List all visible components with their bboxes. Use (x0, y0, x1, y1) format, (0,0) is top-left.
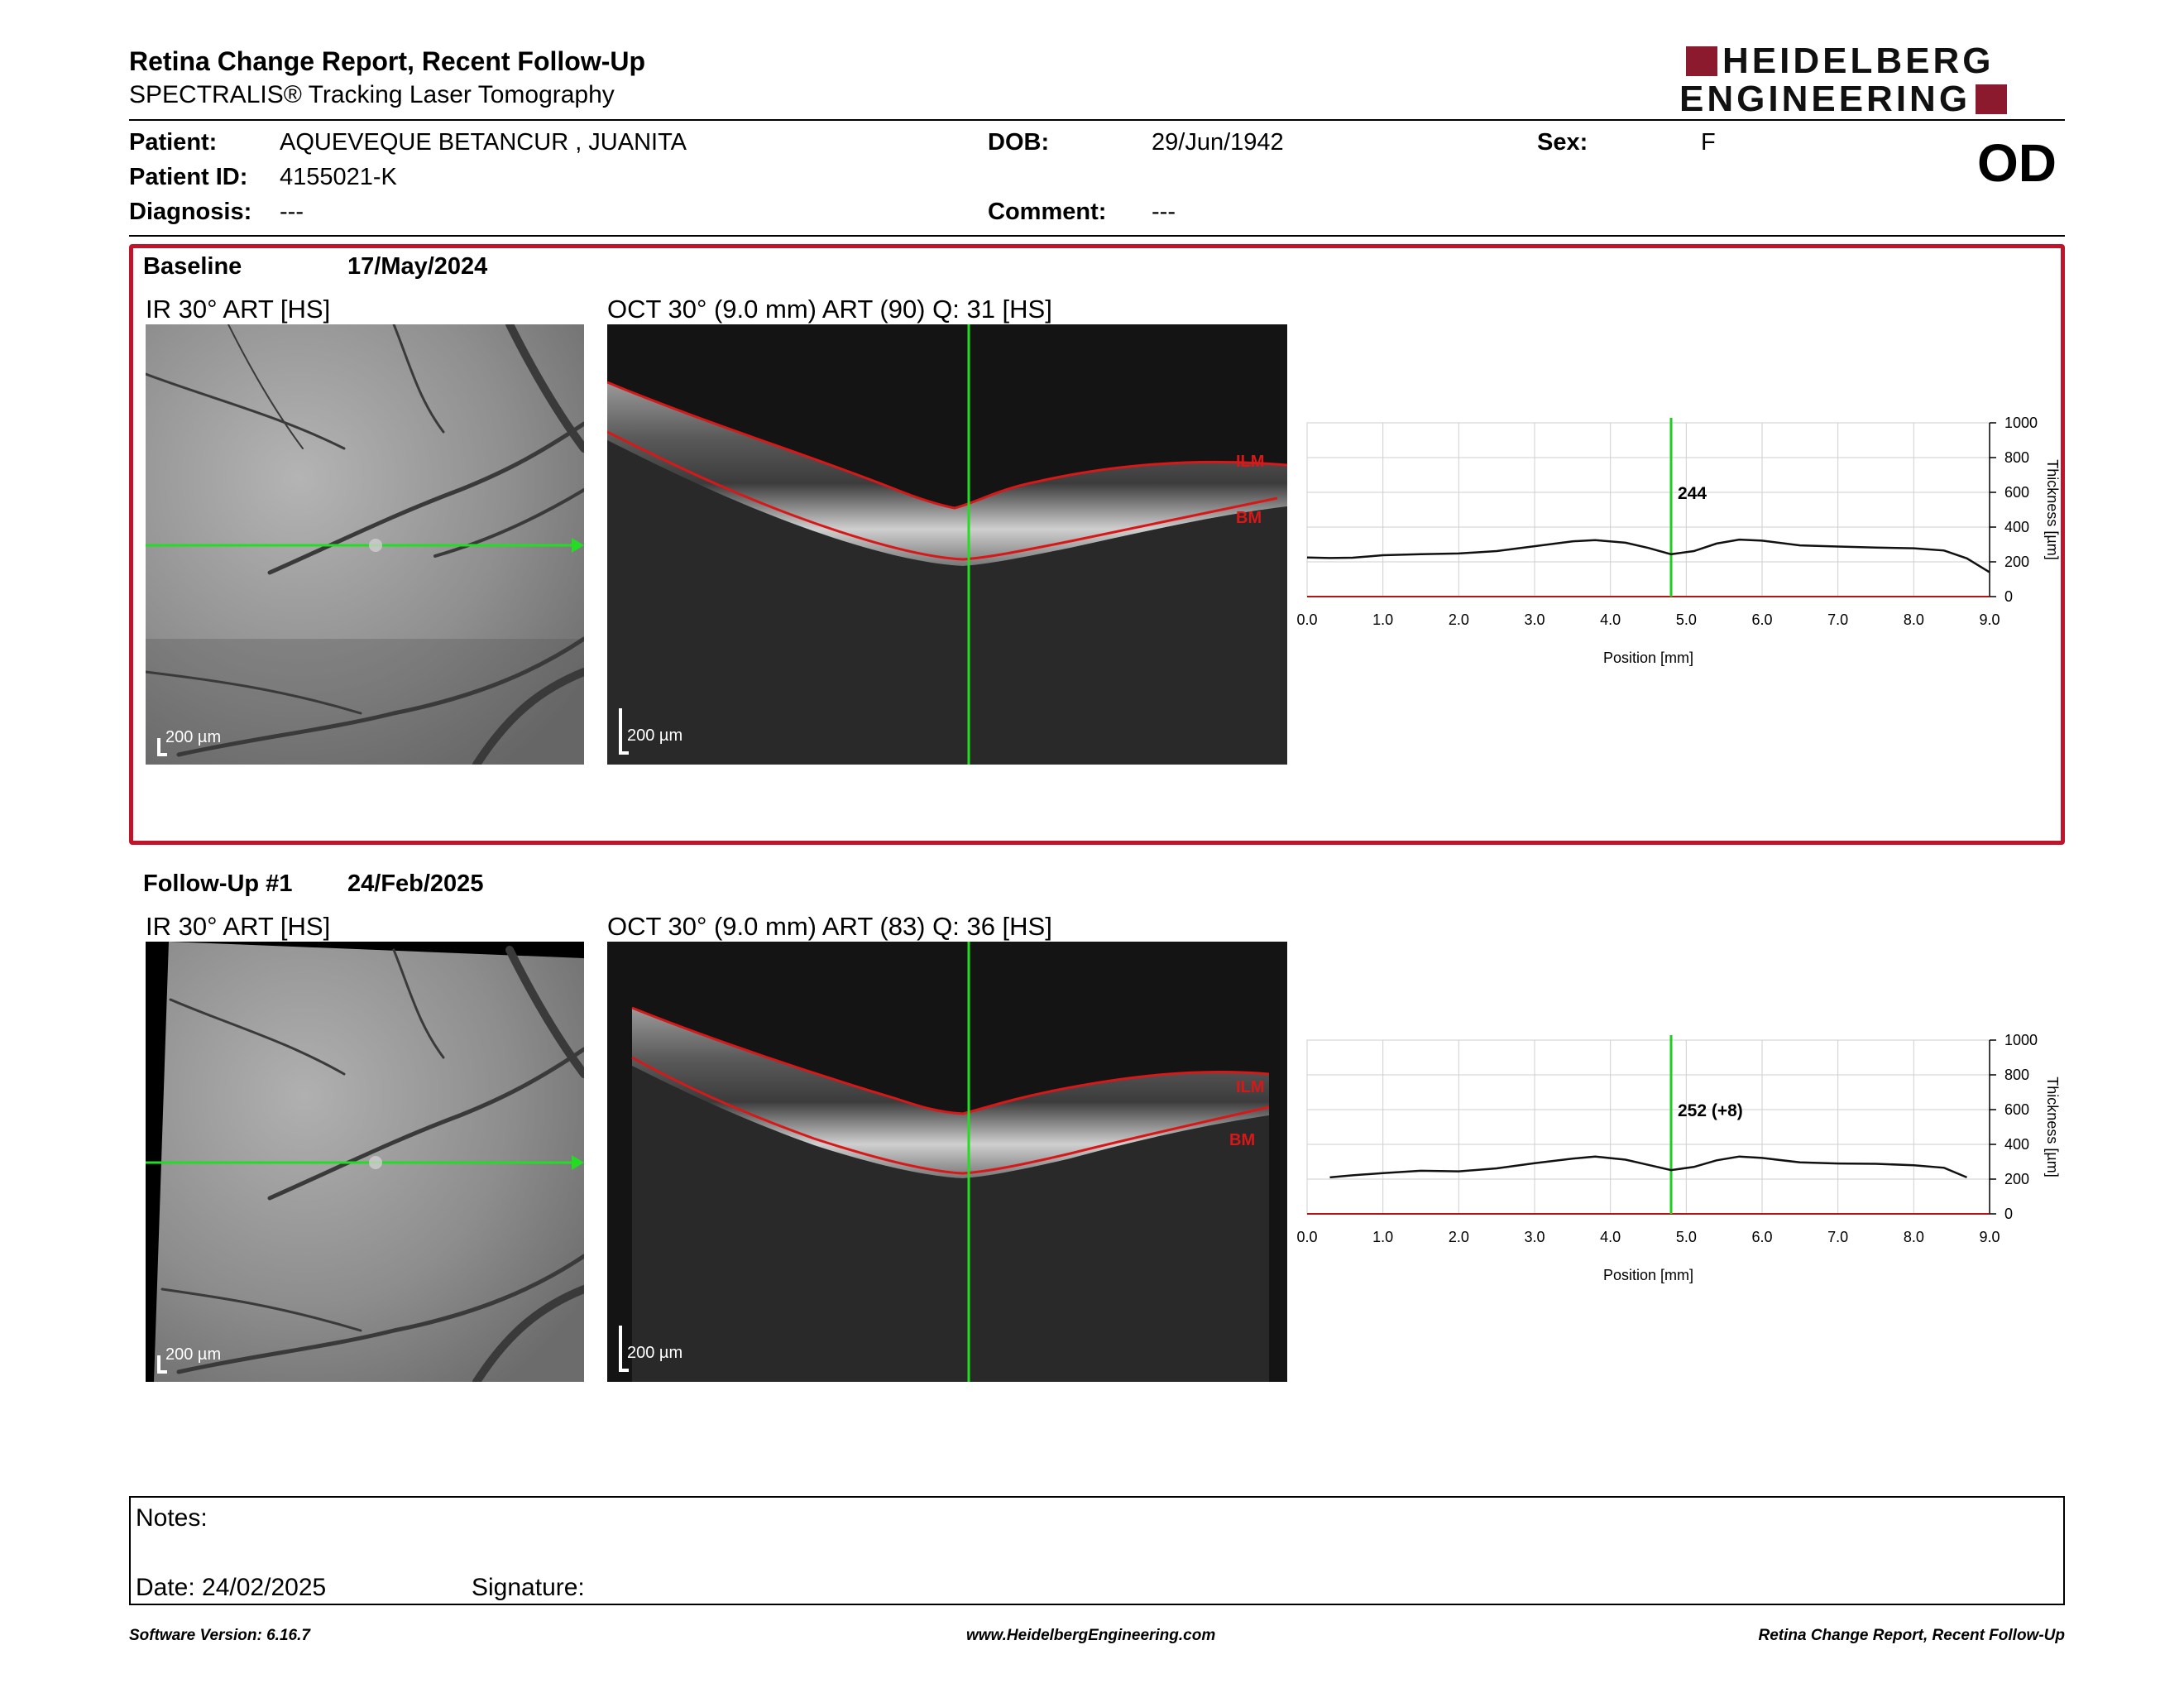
y-tick-label: 800 (2004, 449, 2029, 466)
followup-label: Follow-Up #1 (143, 870, 293, 897)
logo-line1: HEIDELBERG (1722, 41, 1995, 81)
y-tick-label: 1000 (2004, 1032, 2038, 1048)
followup-date: 24/Feb/2025 (347, 870, 484, 897)
footer-software-version: Software Version: 6.16.7 (129, 1627, 310, 1644)
bm-label: BM (1229, 1131, 1255, 1149)
patient-label: Patient: (129, 129, 218, 156)
ilm-label: ILM (1236, 1078, 1264, 1096)
signature-label: Signature: (472, 1574, 585, 1601)
x-tick-label: 3.0 (1524, 611, 1545, 628)
x-tick-label: 8.0 (1904, 1229, 1924, 1245)
scale-bar (619, 708, 629, 755)
footer-report-name: Retina Change Report, Recent Follow-Up (1758, 1627, 2065, 1644)
plot-area (1306, 1039, 1990, 1215)
x-tick-label: 0.0 (1296, 1229, 1317, 1245)
ilm-label: ILM (1236, 453, 1264, 471)
baseline-date: 17/May/2024 (347, 253, 488, 280)
scale-label: 200 µm (165, 728, 222, 746)
followup-oct-image: ILM BM 200 µm (607, 942, 1287, 1382)
x-tick-label: 1.0 (1372, 611, 1393, 628)
y-tick-label: 0 (2004, 588, 2013, 605)
notes-box: Notes: Date: 24/02/2025 Signature: (129, 1496, 2065, 1605)
x-tick-label: 6.0 (1751, 611, 1772, 628)
scale-label: 200 µm (627, 727, 683, 745)
scale-bar (157, 738, 167, 756)
x-tick-label: 1.0 (1372, 1229, 1393, 1245)
baseline-oct-image: ILM BM 200 µm (607, 324, 1287, 765)
y-tick-label: 400 (2004, 1136, 2029, 1153)
info-divider (129, 235, 2065, 237)
followup-ir-image: 200 µm (146, 942, 584, 1382)
followup-oct-title: OCT 30° (9.0 mm) ART (83) Q: 36 [HS] (607, 912, 1052, 941)
x-tick-label: 6.0 (1751, 1229, 1772, 1245)
report-title: Retina Change Report, Recent Follow-Up (129, 46, 646, 76)
y-tick-label: 400 (2004, 519, 2029, 535)
x-tick-label: 5.0 (1676, 1229, 1697, 1245)
x-tick-label: 4.0 (1600, 611, 1621, 628)
scale-label: 200 µm (165, 1345, 222, 1364)
y-axis-label: Thickness [µm] (2044, 1077, 2061, 1177)
sex-label: Sex: (1537, 129, 1588, 156)
x-tick-label: 3.0 (1524, 1229, 1545, 1245)
baseline-label: Baseline (143, 253, 242, 280)
heidelberg-logo: HEIDELBERG ENGINEERING (1679, 41, 2076, 119)
patient-name: AQUEVEQUE BETANCUR , JUANITA (280, 129, 687, 156)
baseline-oct-title: OCT 30° (9.0 mm) ART (90) Q: 31 [HS] (607, 295, 1052, 324)
followup-thickness-chart: 0.0 1.0 2.0 3.0 4.0 5.0 6.0 7.0 8.0 9.00 200 400 600… (1296, 1032, 2061, 1283)
followup-ir-title: IR 30° ART [HS] (146, 912, 331, 941)
notes-date: Date: 24/02/2025 (136, 1574, 327, 1601)
sex-value: F (1701, 129, 1716, 156)
dob-label: DOB: (988, 129, 1050, 156)
cursor-value-label: 244 (1678, 484, 1707, 503)
scale-bar (619, 1326, 629, 1372)
plot-area (1306, 422, 1990, 597)
comment-label: Comment: (988, 199, 1107, 225)
dob-value: 29/Jun/1942 (1152, 129, 1284, 156)
report-subtitle: SPECTRALIS® Tracking Laser Tomography (129, 81, 615, 108)
x-tick-label: 2.0 (1449, 1229, 1469, 1245)
y-tick-label: 800 (2004, 1067, 2029, 1083)
logo-square-icon (1686, 46, 1717, 76)
x-axis-label: Position [mm] (1603, 650, 1693, 666)
logo-square-icon (1976, 84, 2008, 114)
y-tick-label: 600 (2004, 1101, 2029, 1118)
notes-label: Notes: (136, 1504, 208, 1532)
x-tick-label: 8.0 (1904, 611, 1924, 628)
x-tick-label: 7.0 (1827, 1229, 1848, 1245)
comment-value: --- (1152, 199, 1176, 225)
y-axis-label: Thickness [µm] (2044, 459, 2061, 559)
x-axis-label: Position [mm] (1603, 1267, 1693, 1283)
x-tick-label: 5.0 (1676, 611, 1697, 628)
diagnosis-label: Diagnosis: (129, 199, 252, 225)
patient-id: 4155021-K (280, 164, 397, 190)
x-tick-label: 9.0 (1979, 611, 2000, 628)
y-tick-label: 0 (2004, 1206, 2013, 1222)
patient-id-label: Patient ID: (129, 164, 248, 190)
scale-label: 200 µm (627, 1344, 683, 1362)
thickness-line (1329, 1155, 1967, 1179)
x-tick-label: 4.0 (1600, 1229, 1621, 1245)
logo-line2: ENGINEERING (1679, 79, 1971, 119)
y-tick-label: 200 (2004, 1171, 2029, 1187)
cursor-value-label: 252 (+8) (1678, 1101, 1743, 1120)
y-tick-label: 1000 (2004, 415, 2038, 431)
baseline-ir-image: 200 µm (146, 324, 584, 765)
eye-indicator: OD (1977, 133, 2057, 193)
x-tick-label: 2.0 (1449, 611, 1469, 628)
scale-bar (157, 1355, 167, 1374)
footer-website[interactable]: www.HeidelbergEngineering.com (966, 1627, 1216, 1644)
y-tick-label: 600 (2004, 484, 2029, 501)
y-tick-label: 200 (2004, 554, 2029, 570)
x-tick-label: 9.0 (1979, 1229, 2000, 1245)
baseline-thickness-chart: 0.0 1.0 2.0 3.0 4.0 5.0 6.0 7.0 8.0 9.00 200 400 600… (1296, 415, 2061, 666)
baseline-frame (129, 244, 2065, 845)
baseline-ir-title: IR 30° ART [HS] (146, 295, 331, 324)
thickness-line (1306, 538, 1990, 573)
header-divider (129, 119, 2065, 121)
diagnosis-value: --- (280, 199, 304, 225)
x-tick-label: 0.0 (1296, 611, 1317, 628)
bm-label: BM (1236, 509, 1262, 527)
x-tick-label: 7.0 (1827, 611, 1848, 628)
